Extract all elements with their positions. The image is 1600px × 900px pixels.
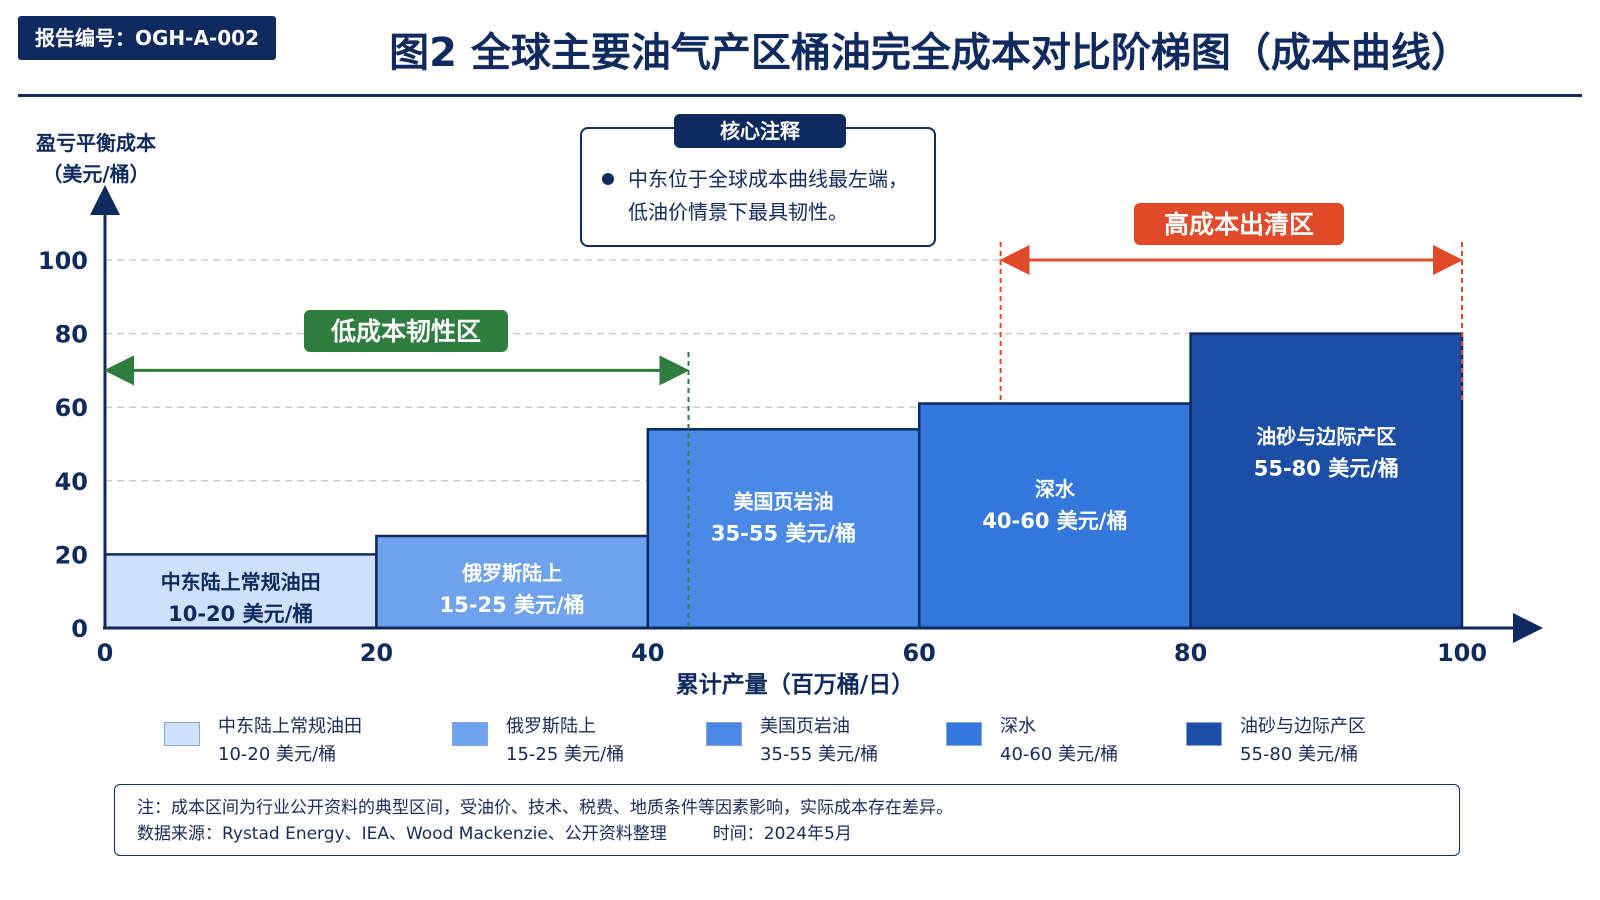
zone-label-badge <box>1134 203 1344 245</box>
x-tick-label: 100 <box>1437 639 1487 667</box>
legend-range: 35-55 美元/桶 <box>760 744 879 765</box>
cost-bar <box>103 553 378 630</box>
footnote-note: 注：成本区间为行业公开资料的典型区间，受油价、技术、税费、地质条件等因素影响，实… <box>137 798 953 818</box>
y-axis-label-line1: 盈亏平衡成本 <box>35 131 156 155</box>
zone-label: 低成本韧性区 <box>330 317 481 346</box>
annotation-title: 核心注释 <box>720 119 801 143</box>
bullet-icon <box>602 173 614 185</box>
y-tick-label: 0 <box>71 615 88 643</box>
legend-range: 40-60 美元/桶 <box>1000 744 1119 765</box>
annotation-box: 核心注释 中东位于全球成本曲线最左端， 低油价情景下最具韧性。 <box>580 114 936 247</box>
bar-name-label: 俄罗斯陆上 <box>461 561 562 585</box>
x-tick-label: 60 <box>902 639 935 667</box>
legend-name: 美国页岩油 <box>760 716 850 737</box>
legend-name: 深水 <box>1000 716 1036 737</box>
bar-name-label: 油砂与边际产区 <box>1256 425 1396 449</box>
bar-range-label: 10-20 美元/桶 <box>168 602 313 626</box>
cost-bar <box>917 402 1192 630</box>
tick-labels: 0 20 40 60 80 100 0 20 40 60 80 100 <box>38 247 1487 667</box>
cost-bar <box>646 428 921 630</box>
bar-name-label: 中东陆上常规油田 <box>161 570 321 594</box>
annotation-title-badge <box>674 114 846 148</box>
annotation-line1: 中东位于全球成本曲线最左端， <box>628 167 908 191</box>
zone-label: 高成本出清区 <box>1164 210 1314 239</box>
bar-range-label: 55-80 美元/桶 <box>1254 457 1399 481</box>
footnote-source-line: 数据来源：Rystad Energy、IEA、Wood Mackenzie、公开… <box>137 821 1437 847</box>
legend-range: 10-20 美元/桶 <box>218 744 337 765</box>
legend-swatch <box>706 722 742 746</box>
legend-swatch <box>1186 722 1222 746</box>
page-title: 图2 全球主要油气产区桶油完全成本对比阶梯图（成本曲线） <box>389 30 1471 76</box>
y-tick-label: 80 <box>55 321 88 349</box>
footnote-source: 数据来源：Rystad Energy、IEA、Wood Mackenzie、公开… <box>137 824 667 844</box>
legend-name: 油砂与边际产区 <box>1240 716 1366 737</box>
annotation-line2: 低油价情景下最具韧性。 <box>628 200 848 224</box>
title-divider <box>18 94 1582 97</box>
y-tick-label: 40 <box>55 468 88 496</box>
bar-range-label: 40-60 美元/桶 <box>982 509 1127 533</box>
bar-range-label: 15-25 美元/桶 <box>440 593 585 617</box>
y-tick-label: 20 <box>55 541 88 569</box>
cost-bar <box>375 534 650 630</box>
x-tick-label: 80 <box>1174 639 1207 667</box>
cost-bar <box>1189 332 1464 630</box>
y-tick-label: 100 <box>38 247 88 275</box>
x-axis-label: 累计产量（百万桶/日） <box>676 671 914 698</box>
zones: 低成本韧性区 高成本出清区 <box>104 203 1463 628</box>
legend-range: 15-25 美元/桶 <box>506 744 625 765</box>
x-tick-label: 0 <box>97 639 114 667</box>
x-tick-label: 40 <box>631 639 664 667</box>
x-tick-label: 20 <box>360 639 393 667</box>
footnote-box: 注：成本区间为行业公开资料的典型区间，受油价、技术、税费、地质条件等因素影响，实… <box>114 784 1460 856</box>
report-id-badge: 报告编号：OGH-A-002 <box>18 16 276 60</box>
y-axis-label-line2: （美元/桶） <box>42 162 149 186</box>
footnote-date: 时间：2024年5月 <box>712 824 852 844</box>
legend-swatch <box>452 722 488 746</box>
legend-name: 俄罗斯陆上 <box>506 716 596 737</box>
bar-name-label: 美国页岩油 <box>734 490 834 514</box>
legend-swatch <box>164 722 200 746</box>
legend: 中东陆上常规油田 10-20 美元/桶 俄罗斯陆上 15-25 美元/桶 美国页岩油 35… <box>160 714 1440 774</box>
bar-range-label: 35-55 美元/桶 <box>711 522 856 546</box>
legend-name: 中东陆上常规油田 <box>218 716 362 737</box>
bars: 中东陆上常规油田 10-20 美元/桶 俄罗斯陆上 15-25 美元/桶 美国页岩油 35… <box>103 332 1464 630</box>
legend-swatch <box>946 722 982 746</box>
y-tick-label: 60 <box>55 394 88 422</box>
zone-label-badge <box>304 310 508 352</box>
legend-range: 55-80 美元/桶 <box>1240 744 1359 765</box>
bar-name-label: 深水 <box>1035 477 1076 501</box>
